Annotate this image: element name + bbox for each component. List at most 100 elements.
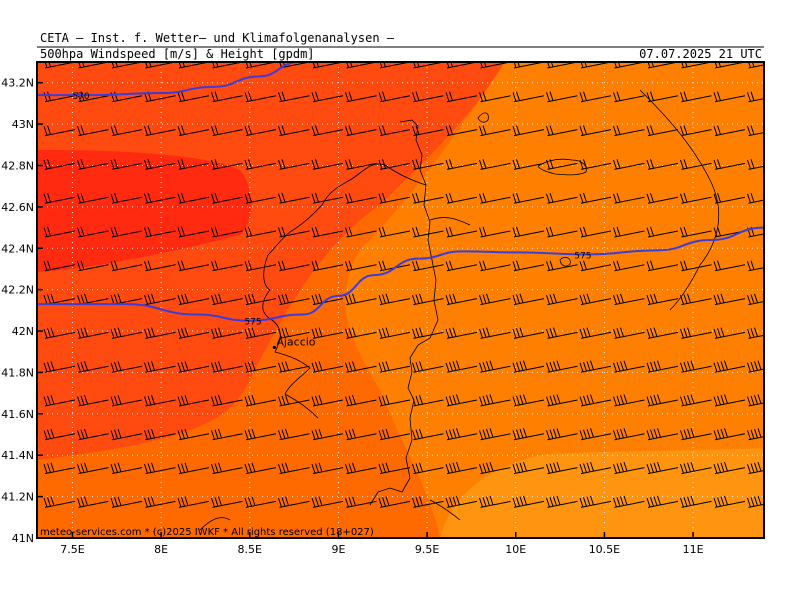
wind-barb	[646, 293, 679, 306]
wind-barb	[311, 125, 344, 137]
wind-barb	[412, 361, 444, 373]
wind-barb	[211, 395, 243, 407]
wind-barb	[479, 461, 511, 475]
wind-barb	[211, 125, 243, 137]
wind-barb	[244, 192, 277, 204]
wind-barb	[412, 125, 444, 137]
wind-barb	[613, 192, 645, 204]
wind-barb	[713, 260, 746, 272]
wind-barb	[244, 260, 277, 272]
lon-tick-label: 10.5E	[589, 543, 620, 556]
wind-barb	[345, 395, 377, 407]
wind-barb	[278, 327, 310, 339]
wind-barb	[177, 395, 210, 407]
wind-barb	[244, 91, 277, 103]
wind-barb	[680, 293, 712, 306]
wind-barb	[43, 159, 76, 170]
height-contour-line	[37, 226, 764, 322]
wind-barb	[43, 293, 76, 306]
wind-zone-moderate	[345, 62, 764, 538]
wind-barb	[613, 125, 645, 137]
wind-barb	[244, 226, 277, 238]
wind-barb	[345, 361, 377, 373]
wind-barb	[311, 226, 344, 238]
wind-barb	[512, 360, 545, 373]
wind-barb	[311, 361, 344, 373]
wind-barb	[646, 394, 679, 407]
wind-barb	[445, 91, 478, 103]
wind-barb	[77, 327, 109, 339]
contour-label: 570	[72, 92, 89, 102]
wind-barb	[479, 428, 511, 441]
wind-barb	[378, 327, 411, 339]
wind-barb	[412, 91, 444, 103]
wind-barb	[479, 293, 511, 306]
wind-barb	[479, 159, 511, 170]
wind-barb	[110, 395, 143, 407]
wind-barb	[43, 125, 76, 137]
wind-barb	[613, 159, 645, 170]
wind-barb	[177, 91, 210, 103]
wind-barb	[479, 360, 511, 373]
wind-barb	[345, 226, 377, 238]
wind-barb	[211, 496, 243, 508]
lat-tick-label: 42.2N	[1, 284, 34, 297]
wind-barb	[546, 495, 578, 508]
wind-barb	[378, 293, 411, 306]
wind-barb	[546, 394, 578, 407]
coastline-segment	[559, 257, 571, 267]
wind-barb	[512, 125, 545, 137]
wind-barb	[345, 327, 377, 339]
wind-barb	[43, 226, 76, 238]
wind-barb	[546, 327, 578, 339]
wind-barb	[77, 192, 109, 204]
wind-barb	[713, 125, 746, 137]
wind-barb	[77, 462, 109, 475]
wind-barb	[278, 226, 310, 238]
coastline-segment	[639, 89, 720, 311]
wind-barb	[445, 360, 478, 373]
wind-barb	[713, 360, 746, 373]
wind-barb	[512, 428, 545, 441]
wind-barb	[144, 293, 176, 306]
wind-barb	[345, 91, 377, 103]
wind-barb	[244, 125, 277, 137]
wind-barb	[613, 428, 645, 441]
coastline-segment	[429, 217, 471, 226]
wind-barb	[445, 260, 478, 272]
wind-barb	[713, 394, 746, 407]
wind-barb	[412, 226, 444, 238]
wind-barb	[244, 462, 277, 475]
wind-barb	[613, 495, 645, 508]
city-label: Ajaccio	[276, 336, 315, 349]
wind-barb	[479, 226, 511, 238]
contour-label: 575	[244, 318, 261, 328]
wind-barb	[546, 428, 578, 441]
wind-barb	[311, 260, 344, 272]
wind-barb	[479, 192, 511, 204]
wind-barb	[412, 293, 444, 306]
lat-tick-label: 41.8N	[1, 366, 34, 379]
wind-barb	[311, 462, 344, 475]
wind-barb	[412, 462, 444, 475]
coastline-segment	[537, 158, 587, 176]
wind-barb	[278, 91, 310, 103]
coastline-segment	[262, 163, 427, 419]
wind-barb	[646, 360, 679, 373]
wind-barb	[680, 260, 712, 272]
wind-barb	[278, 125, 310, 137]
wind-barb	[144, 327, 176, 339]
wind-barb	[579, 260, 612, 272]
map-frame	[36, 61, 765, 539]
wind-barb	[43, 91, 76, 103]
lat-tick-label: 41N	[12, 532, 34, 545]
lat-tick-label: 42.8N	[1, 159, 34, 172]
wind-barb	[445, 125, 478, 137]
wind-barb	[77, 91, 109, 103]
wind-barb	[77, 395, 109, 407]
wind-barb	[345, 192, 377, 204]
wind-barb	[613, 360, 645, 373]
wind-barb	[512, 91, 545, 103]
axis-ticks: 41N 41.2N 41.4N 41.6N 41.8N 42N 42.2N 42.4N 42.6…	[1, 77, 703, 556]
wind-barb	[211, 159, 243, 170]
